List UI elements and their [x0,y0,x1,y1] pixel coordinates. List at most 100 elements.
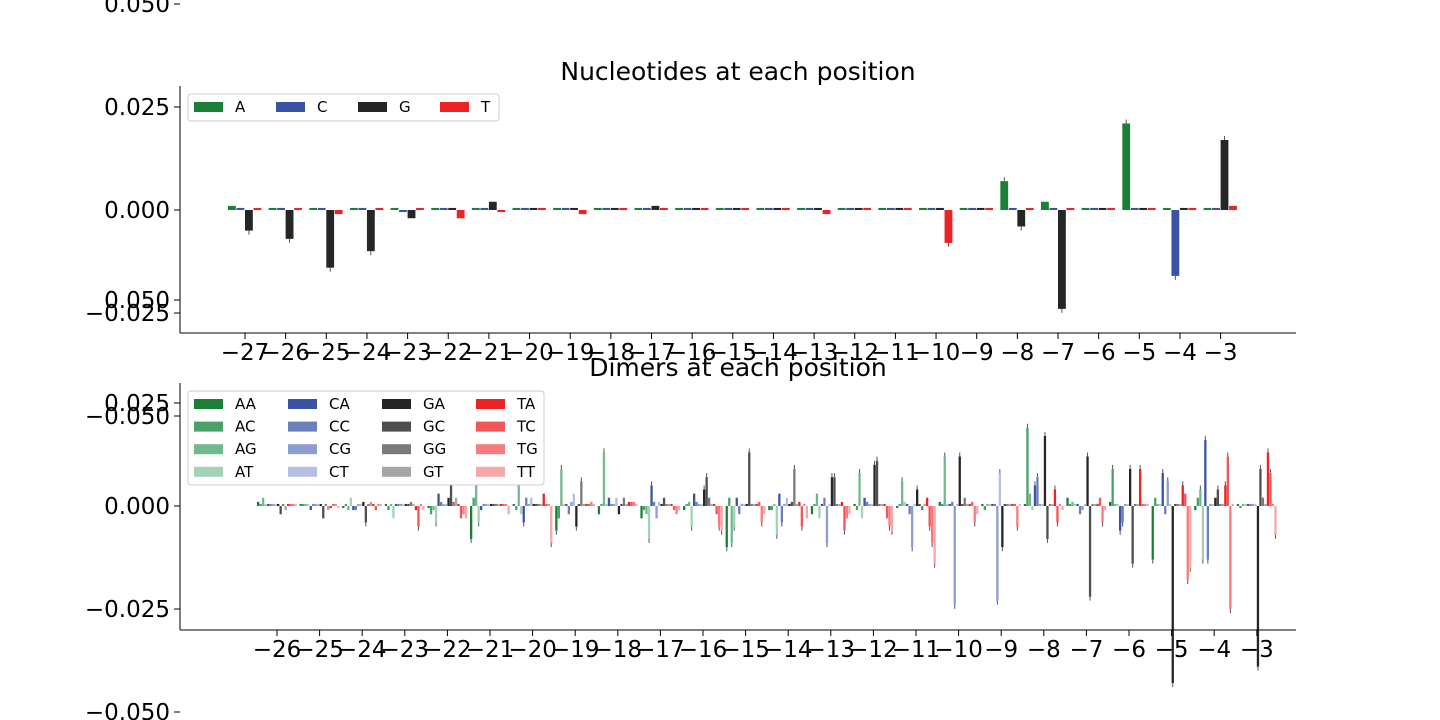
nucleotide-bar-T [822,210,831,215]
dimer-bar-TC [885,506,889,519]
nucleotide-bar-C [358,207,367,210]
dimer-bar-AT [477,506,480,523]
dimer-bar-CC [1164,506,1167,515]
dimer-bar-GG [708,497,711,506]
nucleotide-bar-T [1107,207,1115,210]
dimer-bar-AC [770,506,773,511]
dimer-bar-TA [1011,503,1014,506]
dimer-bar-GC [407,503,410,506]
dimer-bar-GT [753,503,756,506]
dimer-legend-label: TC [516,418,536,436]
dimer-bar-TT [805,506,808,519]
dimer-bar-GT [880,503,884,506]
dimer-bar-TA [968,503,971,506]
nucleotide-bar-G [1058,210,1066,309]
nucleotide-bar-A [471,207,480,210]
nucleotide-bar-A [1162,207,1171,210]
nucleotide-bar-G [245,210,253,231]
dimer-bar-CT [743,503,746,506]
dimer-bar-GC [1259,468,1262,506]
nucleotide-bar-C [643,207,651,210]
dimer-legend-box [187,390,545,486]
nucleotide-xtick-label: −3 [1204,340,1238,366]
dimer-bar-TC [459,506,463,519]
dimer-bar-TG [1144,503,1147,506]
dimer-bar-AG [262,497,265,506]
dimer-bar-CT [359,503,362,506]
dimer-bar-CT [1041,503,1044,506]
nucleotide-bars [228,119,1237,313]
dimer-legend-label: AT [235,463,254,481]
dimer-bar-TA [414,506,418,511]
dimer-ytick-label: 0.025 [104,391,170,417]
dimer-bar-CT [1169,503,1172,506]
dimer-bar-GA [1256,506,1260,667]
dimer-bar-TA [457,503,460,506]
dimer-legend-label: AG [235,440,257,458]
dimer-xtick-label: −23 [381,637,430,663]
dimer-bar-CT [572,493,575,506]
dimer-bar-CG [485,503,488,506]
dimer-bar-GC [1088,506,1092,597]
dimer-bar-GT [454,497,458,506]
nucleotide-bar-A [1122,123,1131,210]
nucleotide-bar-G [1017,210,1026,227]
dimer-bar-GA [1171,506,1174,684]
dimer-bar-CG [698,503,701,506]
dimer-bar-AT [860,506,864,519]
dimer-legend-swatch [194,399,223,409]
dimer-xtick-label: −9 [984,637,1018,663]
nucleotide-xtick-label: −6 [1082,340,1116,366]
dimer-xtick-label: −11 [892,637,941,663]
dimer-ytick-label: −0.050 [85,700,170,720]
dimer-bar-TG [1101,506,1104,523]
nucleotide-bar-A [797,207,805,210]
dimer-bar-GA [788,503,791,506]
nucleotide-bar-C [521,207,529,210]
dimer-bar-TT [848,506,851,515]
dimer-bar-TA [755,503,758,506]
dimer-bar-CG [1209,503,1212,506]
nucleotide-bar-G [1098,207,1107,210]
dimer-bar-TT [1189,506,1192,568]
dimer-bar-TT [294,503,297,506]
dimer-bar-TT [720,506,723,531]
dimer-bar-TT [1061,506,1064,511]
dimer-legend-swatch [288,444,317,455]
nucleotide-legend-label: T [480,98,491,116]
dimer-legend-label: TA [516,395,536,413]
dimer-bar-CG [740,503,743,506]
nucleotide-bar-T [538,207,546,210]
dimer-bar-CT [317,503,320,506]
dimer-bar-CT [657,501,661,506]
dimer-bar-TA [1053,489,1057,506]
dimer-legend-swatch [194,444,223,455]
dimer-bar-AG [1071,501,1074,506]
nucleotide-bar-A [390,207,399,210]
dimer-bar-GT [1264,503,1267,506]
dimer-bar-TA [840,501,844,506]
nucleotide-legend-swatch [440,102,469,112]
dimer-bar-TT [550,506,553,544]
dimer-bar-CC [1121,506,1124,523]
nucleotide-xtick-label: −16 [668,340,717,366]
nucleotide-legend-label: G [399,98,411,116]
dimer-bar-AG [1028,493,1032,506]
dimer-bar-CT [998,473,1001,506]
nucleotide-bar-C [1130,207,1139,210]
dimer-bar-GG [1261,497,1265,506]
dimer-xtick-label: −13 [807,637,856,663]
dimer-bar-GT [540,503,543,506]
dimer-bar-GT [1136,503,1139,506]
dimer-bar-AT [434,506,438,523]
dimer-bar-GG [622,497,626,506]
dimer-bar-TA [500,503,503,506]
nucleotide-bar-A [1041,201,1049,210]
dimer-bar-AA [427,506,430,509]
dimer-xtick-label: −26 [253,637,302,663]
dimer-bar-CC [865,501,869,506]
dimer-bar-CT [530,497,533,506]
dimer-bar-AA [981,503,984,506]
dimer-bar-CG [1081,506,1084,511]
dimer-bar-TT [890,506,894,531]
